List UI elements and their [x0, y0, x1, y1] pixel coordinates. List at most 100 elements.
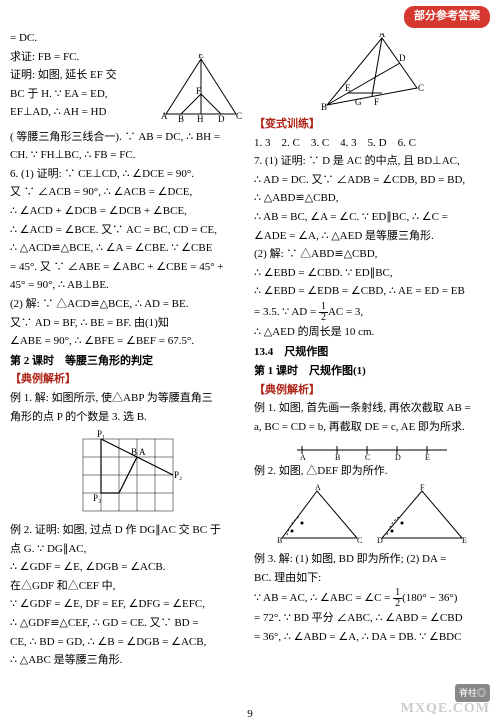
- svg-text:F: F: [420, 483, 425, 492]
- text-line: 例 1. 如图, 首先画一条射线, 再依次截取 AB =: [254, 400, 490, 418]
- fraction: 12: [319, 302, 328, 323]
- text-line: EF⊥AD, ∴ AH = HD: [10, 104, 152, 122]
- text-line: 求证: FB = FC.: [10, 49, 152, 67]
- text-line: 角形的点 P 的个数是 3. 选 B.: [10, 409, 246, 427]
- text-line: ∴ △AED 的周长是 10 cm.: [254, 324, 490, 342]
- subsection-label: 【变式训练】: [254, 116, 490, 134]
- text-line: 7. (1) 证明: ∵ D 是 AC 的中点, 且 BD⊥AC,: [254, 153, 490, 171]
- text-line: ∠ADE = ∠A, ∴ △AED 是等腰三角形.: [254, 228, 490, 246]
- text-line: ∴ △ACD≌△BCE, ∴ ∠A = ∠CBE. ∵ ∠CBE: [10, 240, 246, 258]
- svg-text:B: B: [335, 453, 340, 460]
- text-line: ∴ ∠EBD = ∠CBD. ∵ ED∥BC,: [254, 265, 490, 283]
- text-line: ∴ ∠ACD = ∠BCE. 又∵ AC = BC, CD = CE,: [10, 222, 246, 240]
- two-triangles-icon: A B C F D E: [272, 483, 472, 548]
- text-line: ∴ △GDF≌△CEF, ∴ GD = CE. 又∵ BD =: [10, 615, 246, 633]
- svg-text:D: D: [399, 53, 406, 63]
- svg-text:C: C: [365, 453, 370, 460]
- text-line: 又 ∵ ∠ACB = 90°, ∴ ∠ACB = ∠DCE,: [10, 184, 246, 202]
- svg-text:P₁: P₁: [97, 429, 105, 439]
- text-line: ( 等腰三角形三线合一). ∵ AB = DC, ∴ BH =: [10, 129, 246, 147]
- svg-text:D: D: [395, 453, 401, 460]
- svg-text:E: E: [425, 453, 430, 460]
- text-line: CH. ∵ FH⊥BC, ∴ FB = FC.: [10, 147, 246, 165]
- svg-text:P₃: P₃: [93, 493, 101, 503]
- text-line: 例 3. 解: (1) 如图, BD 即为所作; (2) DA =: [254, 551, 490, 569]
- text-line: a, BC = CD = b, 再截取 DE = c, AE 即为所求.: [254, 419, 490, 437]
- svg-text:C: C: [236, 111, 242, 121]
- text-line: ∵ AB = AC, ∴ ∠ABC = ∠C = 12(180° − 36°): [254, 588, 490, 609]
- svg-text:C: C: [418, 83, 424, 93]
- text-line: ∠ABE = 90°, ∴ ∠BFE = ∠BEF = 67.5°.: [10, 333, 246, 351]
- svg-text:A: A: [300, 453, 306, 460]
- text-line: ∵ ∠GDF = ∠E, DF = EF, ∠DFG = ∠EFC,: [10, 596, 246, 614]
- svg-text:E: E: [345, 83, 351, 93]
- number-line-icon: A B C D E: [292, 440, 452, 460]
- svg-text:A: A: [379, 33, 386, 39]
- svg-text:A: A: [139, 447, 146, 457]
- triangle-efh-icon: E F A B H D C: [156, 54, 246, 124]
- text-line: 1. 3 2. C 3. C 4. 3 5. D 6. C: [254, 135, 490, 153]
- subsection-label: 【典例解析】: [10, 371, 246, 389]
- text-line: 例 2. 证明: 如图, 过点 D 作 DG∥AC 交 BC 于: [10, 522, 246, 540]
- svg-text:G: G: [355, 97, 362, 107]
- svg-text:E: E: [198, 54, 204, 60]
- svg-text:D: D: [218, 114, 225, 124]
- figure-grid: P₁ B A P₂ P₃: [10, 429, 246, 519]
- svg-text:P₂: P₂: [174, 470, 182, 480]
- header-tag: 部分参考答案: [404, 6, 490, 28]
- text-line: = 36°, ∴ ∠ABD = ∠A, ∴ DA = DB. ∵ ∠BDC: [254, 629, 490, 647]
- text-line: BC. 理由如下:: [254, 570, 490, 588]
- grid-abp-icon: P₁ B A P₂ P₃: [73, 429, 183, 519]
- fraction: 12: [393, 588, 402, 609]
- text-line: BC 于 H. ∵ EA = ED,: [10, 86, 152, 104]
- text-line: ∴ AB = BC, ∠A = ∠C. ∵ ED∥BC, ∴ ∠C =: [254, 209, 490, 227]
- svg-text:H: H: [197, 114, 204, 124]
- figure-two-triangles: A B C F D E: [254, 483, 490, 548]
- text-line: ∴ AD = DC. 又∵ ∠ADB = ∠CDB, BD = BD,: [254, 172, 490, 190]
- text-line: (2) 解: ∵ △ABD≌△CBD,: [254, 246, 490, 264]
- svg-text:B: B: [277, 536, 282, 545]
- right-column: A B C D E G F 【变式训练】 1. 3 2. C 3. C 4. 3…: [254, 30, 490, 671]
- figure-triangle-1: E F A B H D C: [156, 52, 246, 126]
- section-title: 13.4 尺规作图: [254, 344, 490, 362]
- subsection-label: 【典例解析】: [254, 382, 490, 400]
- svg-text:B: B: [321, 102, 327, 112]
- text-line: 例 2. 如图, △DEF 即为所作.: [254, 463, 490, 481]
- text-line: ∴ △ABC 是等腰三角形.: [10, 652, 246, 670]
- text-line: 证明: 如图, 延长 EF 交: [10, 67, 152, 85]
- svg-text:F: F: [196, 86, 201, 96]
- svg-text:B: B: [131, 447, 137, 457]
- svg-text:B: B: [178, 114, 184, 124]
- two-column-content: = DC. 求证: FB = FC. 证明: 如图, 延长 EF 交 BC 于 …: [0, 0, 500, 681]
- text-line: 在△GDF 和△CEF 中,: [10, 578, 246, 596]
- svg-text:A: A: [161, 111, 168, 121]
- figure-line: A B C D E: [254, 440, 490, 460]
- page-number: 9: [247, 706, 253, 724]
- text-line: = 72°. ∵ BD 平分 ∠ABC, ∴ ∠ABD = ∠CBD: [254, 610, 490, 628]
- svg-text:E: E: [462, 536, 467, 545]
- text-line: 45° = 90°, ∴ AB⊥BE.: [10, 277, 246, 295]
- section-subtitle: 第 1 课时 尺规作图(1): [254, 363, 490, 381]
- figure-triangle-2: A B C D E G F: [254, 33, 490, 113]
- svg-text:C: C: [357, 536, 362, 545]
- text-line: 6. (1) 证明: ∵ CE⊥CD, ∴ ∠DCE = 90°.: [10, 166, 246, 184]
- svg-text:A: A: [315, 483, 321, 492]
- text-line: 例 1. 解: 如图所示, 使△ABP 为等腰直角三: [10, 390, 246, 408]
- section-title: 第 2 课时 等腰三角形的判定: [10, 353, 246, 371]
- text-line: = 3.5. ∵ AD = 12AC = 3,: [254, 302, 490, 323]
- text-line: CE, ∴ BD = GD, ∴ ∠B = ∠DGB = ∠ACB,: [10, 634, 246, 652]
- svg-text:F: F: [374, 97, 379, 107]
- text-line: ∴ ∠GDF = ∠E, ∠DGB = ∠ACB.: [10, 559, 246, 577]
- text-line: = DC.: [10, 30, 246, 48]
- text-line: ∴ △ABD≌△CBD,: [254, 190, 490, 208]
- text-line: = 45°. 又 ∵ ∠ABE = ∠ABC + ∠CBE = 45° +: [10, 259, 246, 277]
- text-line: 点 G. ∵ DG∥AC,: [10, 541, 246, 559]
- watermark-text: MXQE.COM: [401, 698, 490, 720]
- text-line: ∴ ∠ACD + ∠DCB = ∠DCB + ∠BCE,: [10, 203, 246, 221]
- triangle-abc-icon: A B C D E G F: [312, 33, 432, 113]
- left-column: = DC. 求证: FB = FC. 证明: 如图, 延长 EF 交 BC 于 …: [10, 30, 246, 671]
- text-line: 又∵ AD = BF, ∴ BE = BF. 由(1)知: [10, 315, 246, 333]
- text-line: ∴ ∠EBD = ∠EDB = ∠CBD, ∴ AE = ED = EB: [254, 283, 490, 301]
- text-line: (2) 解: ∵ △ACD≌△BCE, ∴ AD = BE.: [10, 296, 246, 314]
- svg-text:D: D: [377, 536, 383, 545]
